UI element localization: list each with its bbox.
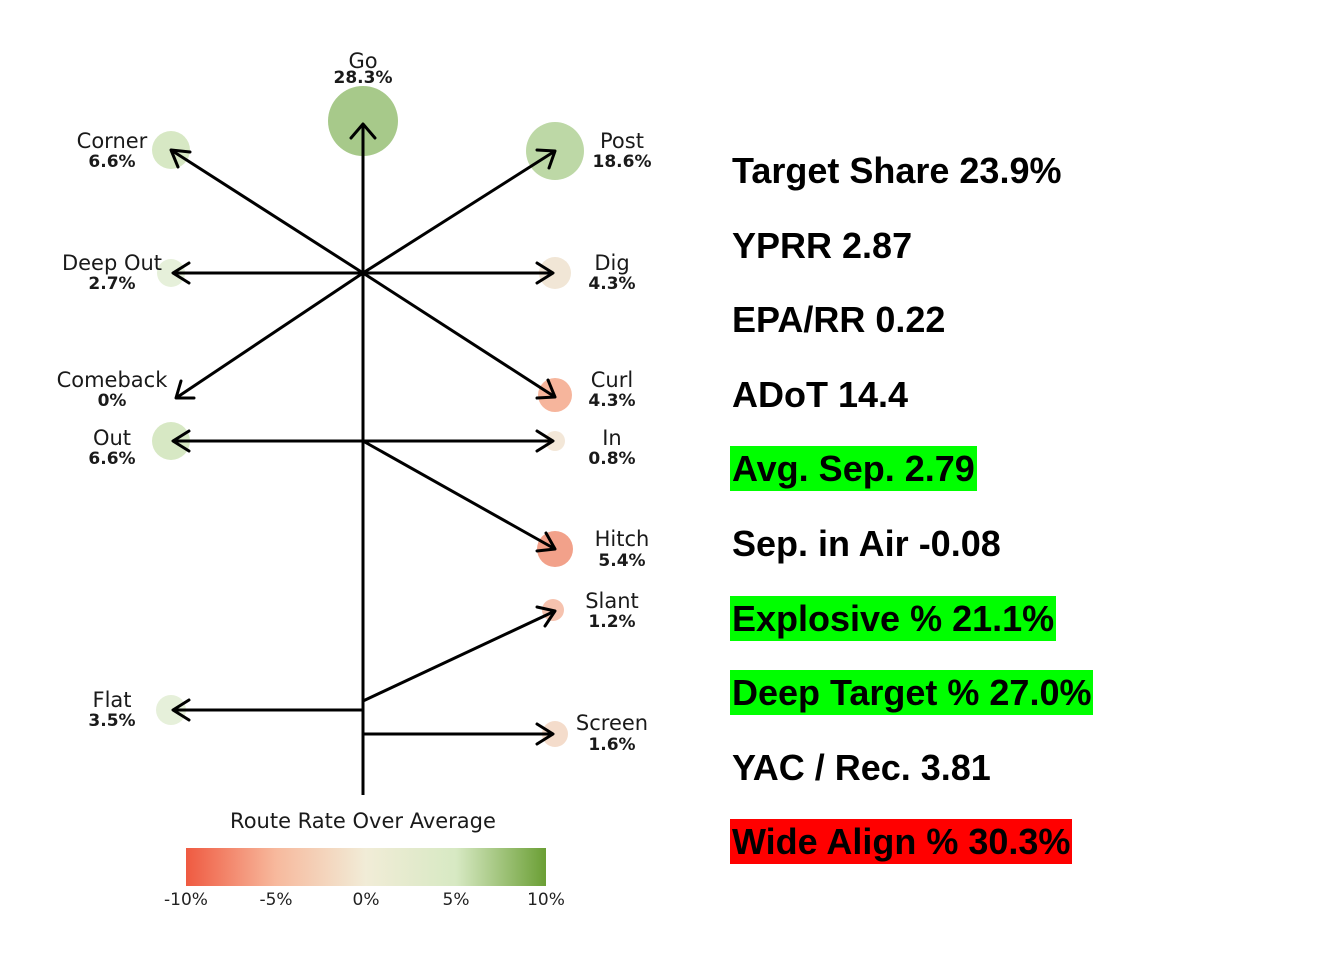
deep-out-route-pct: 2.7% <box>88 274 135 294</box>
dig-route-pct: 4.3% <box>588 274 635 294</box>
hitch-line <box>362 439 556 551</box>
curl-line <box>362 271 556 399</box>
flat-arrowhead <box>171 698 191 722</box>
out-bubble <box>152 422 190 460</box>
stat-yprr: YPRR 2.87 <box>732 224 913 266</box>
stat-row: Wide Align % 30.3% <box>730 819 1093 894</box>
legend-tick-2: 0% <box>353 890 380 910</box>
stat-wide-align: Wide Align % 30.3% <box>730 819 1073 865</box>
go-arrowhead <box>349 122 377 140</box>
stat-adot: ADoT 14.4 <box>732 373 909 415</box>
dig-bubble <box>539 257 571 289</box>
in-bubble <box>545 431 565 451</box>
out-route-pct: 6.6% <box>88 449 135 469</box>
slant-route-pct: 1.2% <box>588 612 635 632</box>
legend-tick-4: 10% <box>527 890 565 910</box>
go-bubble <box>328 86 398 156</box>
legend-tick-1: -5% <box>259 890 292 910</box>
legend-gradient-bar <box>186 848 546 886</box>
color-legend: Route Rate Over Average -10% -5% 0% 5% 1… <box>164 809 565 910</box>
screen-arrowhead <box>535 722 555 746</box>
stat-row: Avg. Sep. 2.79 <box>730 446 1093 521</box>
out-route-name: Out <box>93 426 131 450</box>
slant-line <box>362 609 556 703</box>
hitch-route-pct: 5.4% <box>598 551 645 571</box>
screen-route-name: Screen <box>576 711 648 735</box>
post-line <box>362 149 556 275</box>
stat-row: ADoT 14.4 <box>730 372 1093 447</box>
out-arrowhead <box>171 429 191 453</box>
in-arrowhead <box>535 429 555 453</box>
stat-row: YAC / Rec. 3.81 <box>730 745 1093 820</box>
stat-row: Target Share 23.9% <box>730 148 1093 223</box>
curl-arrowhead <box>535 378 557 400</box>
stats-list: Target Share 23.9% YPRR 2.87 EPA/RR 0.22… <box>730 148 1094 894</box>
legend-title: Route Rate Over Average <box>230 809 496 833</box>
corner-line <box>170 148 364 275</box>
route-labels: Go 28.3% Corner 6.6% Post 18.6% Deep Out… <box>57 49 652 755</box>
corner-route-name: Corner <box>77 129 148 153</box>
hitch-arrowhead <box>535 531 557 553</box>
route-tree-diagram: Go 28.3% Corner 6.6% Post 18.6% Deep Out… <box>57 49 652 910</box>
stat-sep-in-air: Sep. in Air -0.08 <box>732 522 1001 564</box>
stat-target-share: Target Share 23.9% <box>732 150 1062 191</box>
deep-out-arrowhead <box>171 261 191 285</box>
flat-route-name: Flat <box>92 688 131 712</box>
flat-bubble <box>156 695 186 725</box>
route-lines <box>170 124 556 795</box>
in-route-name: In <box>602 426 622 450</box>
deep-out-route-name: Deep Out <box>62 251 162 275</box>
stat-explosive: Explosive % 21.1% <box>730 595 1057 641</box>
curl-route-pct: 4.3% <box>588 391 635 411</box>
in-route-pct: 0.8% <box>588 449 635 469</box>
stat-epa-rr: EPA/RR 0.22 <box>732 299 946 341</box>
route-bubbles <box>152 86 584 747</box>
deep-out-bubble <box>157 259 185 287</box>
comeback-route-pct: 0% <box>98 391 127 411</box>
stat-row: EPA/RR 0.22 <box>730 297 1093 372</box>
comeback-route-name: Comeback <box>57 368 169 392</box>
stat-row: Explosive % 21.1% <box>730 595 1093 671</box>
stat-deep-target: Deep Target % 27.0% <box>730 670 1094 716</box>
hitch-route-name: Hitch <box>595 527 650 551</box>
slant-arrowhead <box>535 605 557 628</box>
slant-route-name: Slant <box>585 589 639 613</box>
legend-tick-3: 5% <box>443 890 470 910</box>
comeback-bubble <box>165 389 177 401</box>
stat-row: YPRR 2.87 <box>730 223 1093 298</box>
post-route-pct: 18.6% <box>593 152 652 172</box>
stat-avg-sep: Avg. Sep. 2.79 <box>730 446 977 492</box>
arrowheads <box>169 122 557 746</box>
screen-bubble <box>542 721 568 747</box>
comeback-line <box>175 271 364 400</box>
dig-arrowhead <box>535 261 555 285</box>
stat-row: Sep. in Air -0.08 <box>730 521 1093 596</box>
screen-route-pct: 1.6% <box>588 735 635 755</box>
go-route-name: Go <box>348 49 377 73</box>
post-arrowhead <box>535 148 557 170</box>
curl-route-name: Curl <box>591 368 633 392</box>
dig-route-name: Dig <box>594 251 629 275</box>
stat-yac-rec: YAC / Rec. 3.81 <box>732 746 991 788</box>
corner-route-pct: 6.6% <box>88 152 135 172</box>
stat-row: Deep Target % 27.0% <box>730 670 1094 745</box>
go-route-pct: 28.3% <box>334 68 393 88</box>
legend-tick-0: -10% <box>164 890 208 910</box>
corner-arrowhead <box>169 148 192 169</box>
comeback-arrowhead <box>174 379 196 400</box>
post-route-name: Post <box>600 129 644 153</box>
flat-route-pct: 3.5% <box>88 711 135 731</box>
